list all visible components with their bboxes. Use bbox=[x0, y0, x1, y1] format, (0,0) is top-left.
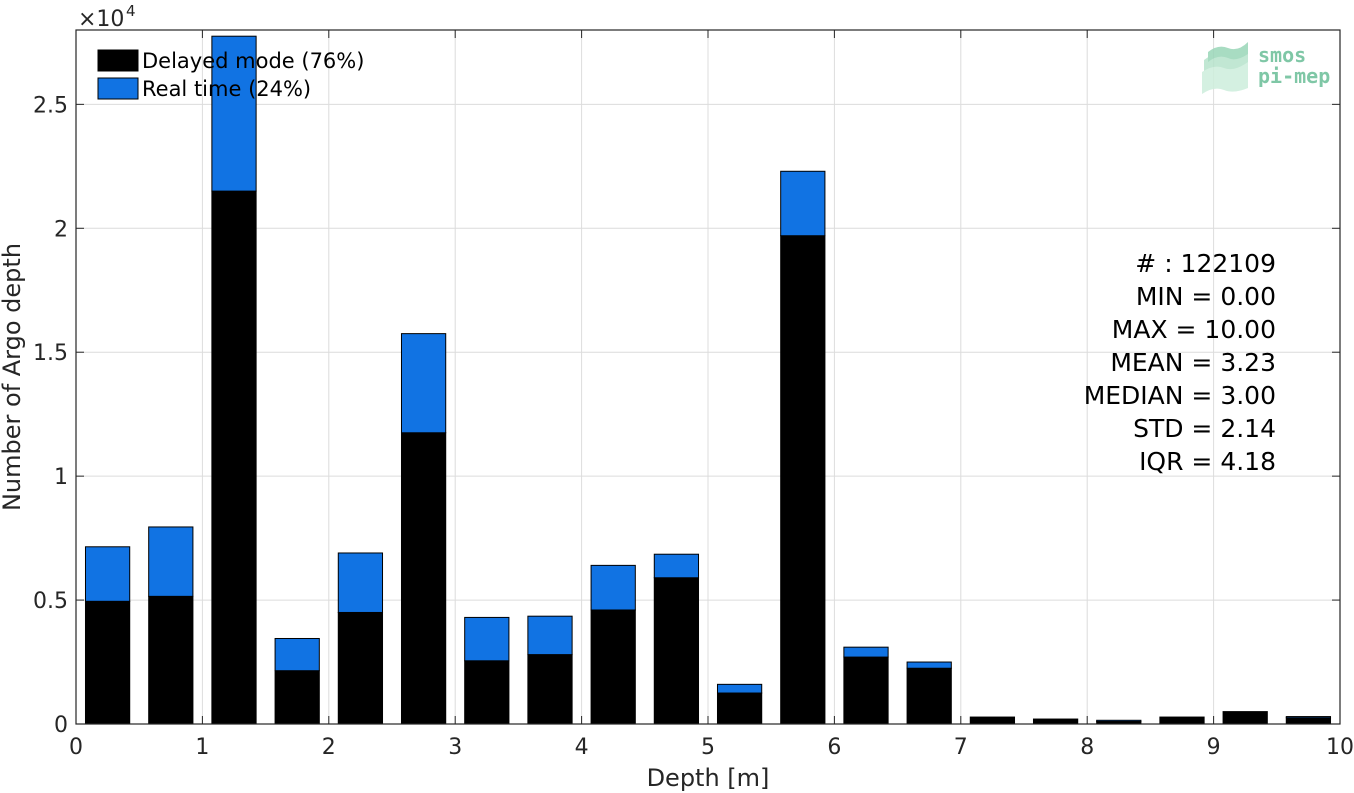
stats-line: # : 122109 bbox=[1135, 249, 1276, 278]
y-exponent-base: ×10 bbox=[78, 7, 124, 32]
bar-delayed-11 bbox=[780, 235, 826, 725]
bar-delayed-13 bbox=[906, 667, 952, 725]
bar-delayed-9 bbox=[653, 577, 700, 725]
x-tick-label: 2 bbox=[322, 735, 336, 760]
bar-delayed-0 bbox=[84, 600, 131, 725]
stats-line: MAX = 10.00 bbox=[1112, 315, 1276, 344]
bar-realtime-11 bbox=[780, 170, 826, 237]
y-axis-label: Number of Argo depth bbox=[0, 243, 26, 511]
y-tick-label: 2 bbox=[54, 217, 68, 242]
y-tick-label: 0 bbox=[54, 713, 68, 738]
bar-delayed-7 bbox=[527, 654, 573, 725]
x-tick-label: 5 bbox=[701, 735, 715, 760]
bar-realtime-19 bbox=[1285, 716, 1332, 719]
bar-realtime-10 bbox=[716, 683, 763, 694]
logo-text-line2: pi-mep bbox=[1258, 64, 1330, 88]
legend-swatch-delayed bbox=[97, 49, 139, 72]
legend-label-delayed: Delayed mode (76%) bbox=[142, 49, 364, 73]
x-tick-label: 4 bbox=[575, 735, 589, 760]
bar-realtime-12 bbox=[843, 646, 889, 658]
bar-delayed-4 bbox=[337, 611, 384, 725]
logo-text-line1: smos bbox=[1258, 43, 1306, 67]
stats-line: MEAN = 3.23 bbox=[1110, 348, 1276, 377]
bar-realtime-9 bbox=[653, 553, 700, 579]
x-tick-label: 3 bbox=[448, 735, 462, 760]
logo-wave-icon bbox=[1202, 42, 1248, 94]
y-tick-label: 2.5 bbox=[33, 93, 68, 118]
bar-delayed-15 bbox=[1032, 718, 1079, 725]
stats-line: MEDIAN = 3.00 bbox=[1084, 381, 1276, 410]
x-axis-label: Depth [m] bbox=[647, 764, 770, 792]
x-tick-labels: 0 1 2 3 4 5 6 7 8 9 10 bbox=[69, 30, 1354, 760]
bar-delayed-17 bbox=[1159, 716, 1205, 725]
y-tick-label: 0.5 bbox=[33, 589, 68, 614]
bar-delayed-3 bbox=[274, 670, 320, 725]
stats-line: MIN = 0.00 bbox=[1136, 282, 1276, 311]
x-tick-label: 7 bbox=[954, 735, 968, 760]
bar-realtime-8 bbox=[590, 564, 636, 611]
bar-delayed-2 bbox=[211, 190, 257, 725]
stats-line: STD = 2.14 bbox=[1133, 414, 1276, 443]
bar-delayed-1 bbox=[148, 595, 194, 725]
bar-realtime-2 bbox=[211, 35, 257, 192]
bar-delayed-10 bbox=[716, 692, 763, 725]
bar-delayed-18 bbox=[1222, 711, 1268, 725]
x-tick-label: 10 bbox=[1326, 735, 1354, 760]
legend: Delayed mode (76%) Real time (24%) bbox=[97, 49, 364, 101]
bar-realtime-4 bbox=[337, 552, 384, 613]
bar-realtime-6 bbox=[464, 616, 510, 662]
smos-pimep-logo: smos pi-mep bbox=[1202, 42, 1330, 94]
x-tick-label: 6 bbox=[827, 735, 841, 760]
y-exponent-power: 4 bbox=[126, 2, 136, 20]
bar-realtime-3 bbox=[274, 637, 320, 672]
x-tick-label: 8 bbox=[1080, 735, 1094, 760]
y-tick-label: 1 bbox=[54, 465, 68, 490]
bar-delayed-19 bbox=[1285, 717, 1332, 725]
stats-line: IQR = 4.18 bbox=[1139, 447, 1276, 476]
bar-delayed-5 bbox=[400, 432, 447, 725]
x-tick-label: 0 bbox=[69, 735, 83, 760]
y-tick-labels: 0 0.5 1 1.5 2 2.5 bbox=[33, 93, 1340, 738]
bar-realtime-16 bbox=[1096, 719, 1142, 723]
bar-realtime-5 bbox=[400, 333, 447, 434]
y-tick-label: 1.5 bbox=[33, 341, 68, 366]
x-tick-label: 1 bbox=[195, 735, 209, 760]
bar-realtime-13 bbox=[906, 661, 952, 669]
bar-realtime-0 bbox=[84, 546, 131, 602]
bar-realtime-7 bbox=[527, 615, 573, 656]
legend-swatch-realtime bbox=[97, 77, 139, 100]
bar-delayed-14 bbox=[969, 716, 1016, 725]
bar-delayed-12 bbox=[843, 656, 889, 725]
y-exponent: ×10 4 bbox=[78, 2, 136, 32]
bar-delayed-6 bbox=[464, 660, 510, 725]
bars bbox=[84, 35, 1332, 725]
bar-delayed-8 bbox=[590, 609, 636, 725]
bar-realtime-1 bbox=[148, 526, 194, 597]
x-tick-label: 9 bbox=[1207, 735, 1221, 760]
stats-annotation: # : 122109 MIN = 0.00 MAX = 10.00 MEAN = 3.… bbox=[1084, 249, 1276, 476]
legend-label-realtime: Real time (24%) bbox=[142, 77, 311, 101]
